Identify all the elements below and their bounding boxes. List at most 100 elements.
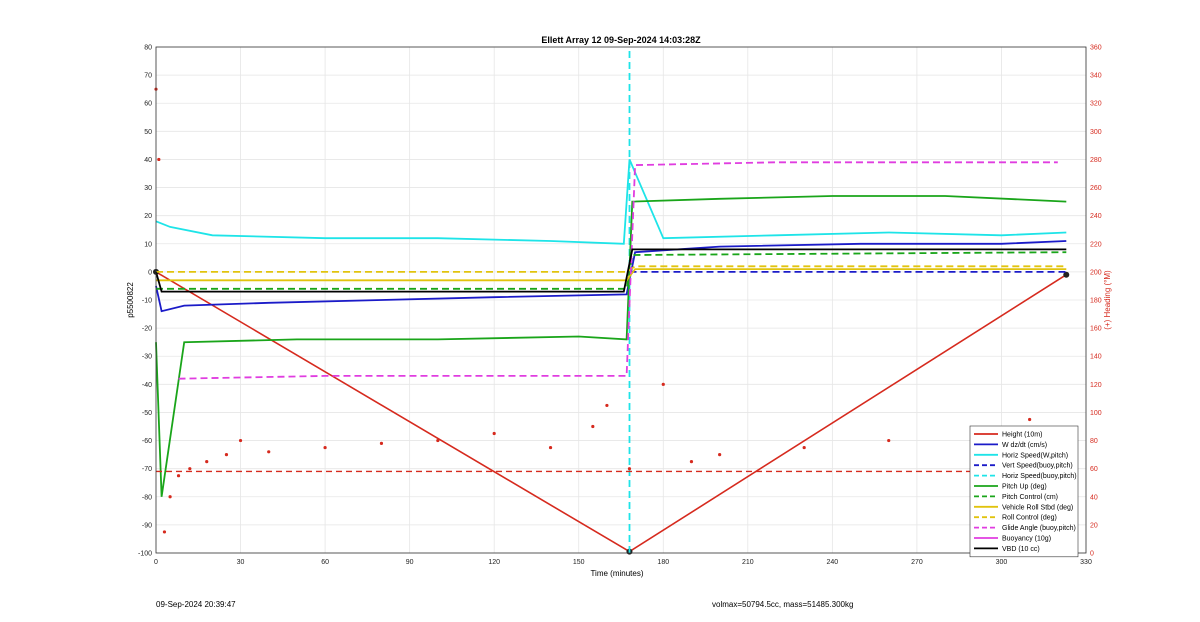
y-tick-label: 60: [144, 101, 152, 108]
heading-point: [436, 438, 440, 443]
series-height-10m: [155, 271, 1067, 553]
y2-tick-label: 160: [1090, 326, 1102, 333]
y-tick-label: -60: [142, 438, 152, 445]
y2-ticks: 0 20 40 60 80 100 120 140 160 180 200 220 240 260 280 3…: [1090, 45, 1102, 558]
y2-tick-label: 180: [1090, 298, 1102, 305]
legend-label: Vert Speed(buoy,pitch): [1002, 463, 1073, 470]
x-tick-label: 270: [911, 559, 923, 566]
x-tick-label: 0: [154, 559, 158, 566]
series-w-dz-dt-cm-s: [155, 240, 1067, 313]
series-vehicle-roll-stbd-deg: [156, 268, 1067, 282]
y2-tick-label: 320: [1090, 101, 1102, 108]
x-tick-label: 180: [657, 559, 669, 566]
legend-label: Buoyancy (10g): [1002, 536, 1051, 543]
y-tick-label: -20: [142, 326, 152, 333]
y-tick-label: -10: [142, 298, 152, 305]
legend-label: Pitch Up (deg): [1002, 484, 1047, 491]
x-tick-label: 90: [406, 559, 414, 566]
series-horiz-speed-w-pitch: [155, 159, 1067, 245]
y-tick-label: 30: [144, 185, 152, 192]
heading-point: [205, 460, 209, 464]
y-tick-label: -50: [142, 410, 152, 417]
x-tick-label: 330: [1080, 559, 1092, 566]
heading-point: [689, 460, 694, 464]
legend-label: W dz/dt (cm/s): [1002, 442, 1047, 449]
heading-point: [661, 382, 665, 386]
x-tick-label: 150: [573, 559, 585, 566]
y2-tick-label: 200: [1090, 269, 1102, 276]
y-tick-label: 0: [148, 269, 152, 276]
heading-point: [548, 445, 553, 450]
heading-point: [267, 450, 271, 454]
series-layer: [153, 47, 1070, 555]
x-tick-label: 240: [827, 559, 839, 566]
legend-label: VBD (10 cc): [1002, 546, 1040, 553]
x-tick-label: 120: [488, 559, 500, 566]
y-tick-label: -80: [142, 494, 152, 501]
x-tick-label: 210: [742, 559, 754, 566]
heading-point: [379, 441, 384, 445]
x-ticks: 0 30 60 90 120 150 180 210 240 270 300 330: [154, 559, 1092, 566]
heading-point: [492, 431, 496, 436]
y2-tick-label: 80: [1090, 438, 1098, 445]
y2-tick-label: 240: [1090, 213, 1102, 220]
y2-tick-label: 0: [1090, 551, 1094, 558]
y2-tick-label: 340: [1090, 73, 1102, 80]
heading-point: [224, 453, 229, 457]
heading-point: [168, 495, 172, 499]
legend-label: Roll Control (deg): [1002, 515, 1057, 522]
series-vbd-10-cc: [155, 248, 1067, 293]
x-tick-label: 300: [996, 559, 1008, 566]
y2-tick-label: 280: [1090, 157, 1102, 164]
legend-label: Vehicle Roll Stbd (deg): [1002, 504, 1073, 511]
legend-label: Height (10m): [1002, 432, 1042, 439]
plot-box: [155, 46, 1087, 554]
y-tick-label: 50: [144, 129, 152, 136]
y-tick-label: -90: [142, 522, 152, 529]
grid: [155, 46, 1087, 554]
y-tick-label: 20: [144, 213, 152, 220]
footer-timestamp: 09-Sep-2024 20:39:47: [156, 600, 236, 609]
x-tick-label: 60: [321, 559, 329, 566]
y-tick-label: 10: [144, 241, 152, 248]
x-tick-label: 30: [237, 559, 245, 566]
footer-mass-info: volmax=50794.5cc, mass=51485.300kg: [712, 600, 854, 609]
heading-point: [188, 467, 192, 471]
heading-point: [718, 453, 722, 457]
heading-point: [605, 403, 609, 408]
legend-label: Pitch Control (cm): [1002, 494, 1058, 501]
heading-point: [238, 438, 243, 443]
chart-title: Ellett Array 12 09-Sep-2024 14:03:28Z: [541, 35, 701, 45]
y2-tick-label: 100: [1090, 410, 1102, 417]
y-tick-label: 80: [144, 45, 152, 52]
y-ticks: -100-90-80-70-60-50-40-30-20-10010203040…: [138, 45, 152, 558]
y2-tick-label: 300: [1090, 129, 1102, 136]
heading-point: [176, 474, 181, 478]
y2-tick-label: 40: [1090, 494, 1098, 501]
legend-label: Horiz Speed(buoy,pitch): [1002, 473, 1077, 480]
heading-point: [323, 445, 327, 450]
heading-point: [591, 424, 595, 429]
y2-tick-label: 60: [1090, 466, 1098, 473]
heading-point: [157, 157, 161, 162]
series-pitch-up-deg: [155, 195, 1067, 497]
heading-point: [162, 530, 167, 534]
legend-label: Glide Angle (buoy,pitch): [1002, 525, 1076, 532]
y2-tick-label: 120: [1090, 382, 1102, 389]
heading-point: [802, 445, 806, 450]
y-tick-label: -70: [142, 466, 152, 473]
heading-point: [887, 438, 891, 443]
y-tick-label: 40: [144, 157, 152, 164]
heading-point: [1028, 417, 1032, 422]
y2-tick-label: 20: [1090, 522, 1098, 529]
x-axis-label: Time (minutes): [590, 569, 643, 578]
legend-box: [969, 425, 1079, 558]
y-tick-label: -30: [142, 354, 152, 361]
y2-tick-label: 220: [1090, 241, 1102, 248]
y2-axis-label: (+) Heading (°M): [1103, 270, 1112, 330]
legend: Height (10m) W dz/dt (cm/s) Horiz Speed(W,…: [969, 425, 1079, 558]
height-marker: [1063, 271, 1070, 278]
series-glide-angle-buoy-pitch: [178, 161, 1058, 380]
heading-layer: [154, 87, 1068, 534]
